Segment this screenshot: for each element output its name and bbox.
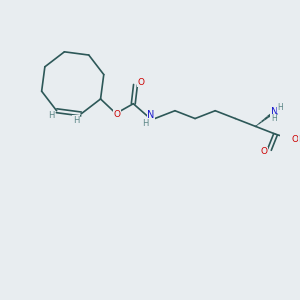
Text: H: H: [73, 116, 79, 124]
Text: H: H: [271, 114, 277, 123]
Text: N: N: [147, 110, 155, 120]
Text: O: O: [260, 147, 267, 156]
Text: H: H: [48, 111, 55, 120]
Text: O: O: [137, 78, 144, 87]
Text: H: H: [298, 135, 300, 144]
Text: O: O: [113, 110, 120, 119]
Text: N: N: [271, 107, 278, 117]
Text: H: H: [277, 103, 283, 112]
Text: H: H: [142, 119, 148, 128]
Text: O: O: [292, 135, 299, 144]
